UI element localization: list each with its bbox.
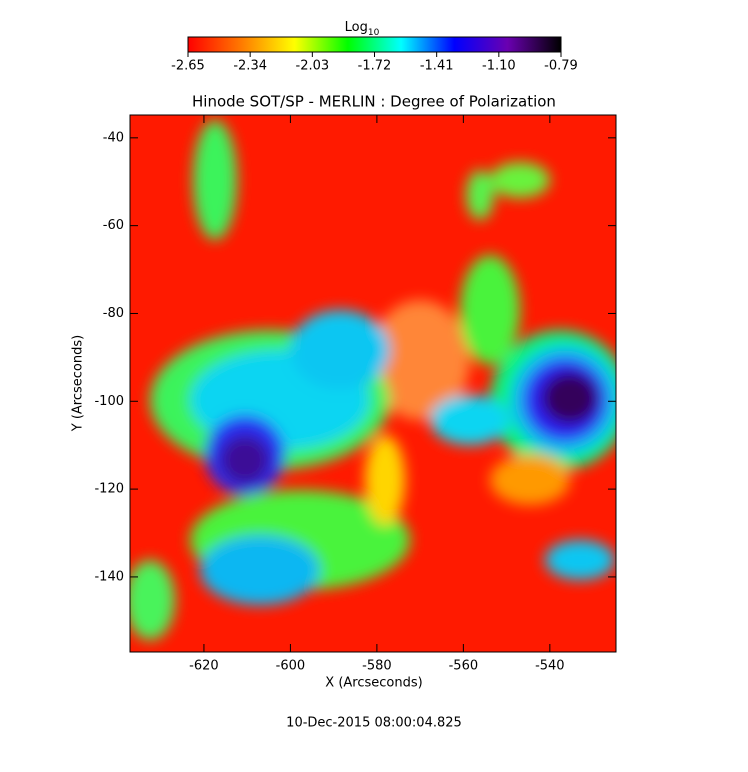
colorbar-tick-label: -0.79 (544, 59, 578, 74)
colorbar-tick-label: -2.03 (296, 59, 330, 74)
colorbar-tick-label: -1.72 (358, 59, 392, 74)
y-tick-label: -80 (103, 306, 124, 321)
plot-frame (129, 114, 617, 653)
colorbar-tick-label: -2.65 (171, 59, 205, 74)
colorbar-tick-label: -1.41 (420, 59, 454, 74)
colorbar-tick-label: -1.10 (482, 59, 516, 74)
x-tick-label: -600 (276, 659, 306, 674)
x-tick-label: -620 (189, 659, 219, 674)
y-tick-label: -40 (103, 130, 124, 145)
x-tick-label: -560 (449, 659, 479, 674)
y-tick-label: -120 (94, 482, 124, 497)
footer-date: 10-Dec-2015 08:00:04.825 (286, 716, 462, 731)
y-tick-label: -60 (103, 218, 124, 233)
colorbar-tick-label: -2.34 (233, 59, 267, 74)
x-tick-label: -540 (535, 659, 565, 674)
y-axis-label: Y (Arcseconds) (71, 335, 86, 432)
polarization-map (130, 115, 616, 652)
x-tick-label: -580 (362, 659, 392, 674)
chart-title: Hinode SOT/SP - MERLIN : Degree of Polar… (192, 93, 556, 111)
colorbar-label: Log10 (345, 20, 380, 38)
y-tick-label: -140 (94, 569, 124, 584)
colorbar (187, 36, 562, 53)
y-tick-label: -100 (94, 394, 124, 409)
x-axis-label: X (Arcseconds) (325, 676, 422, 691)
